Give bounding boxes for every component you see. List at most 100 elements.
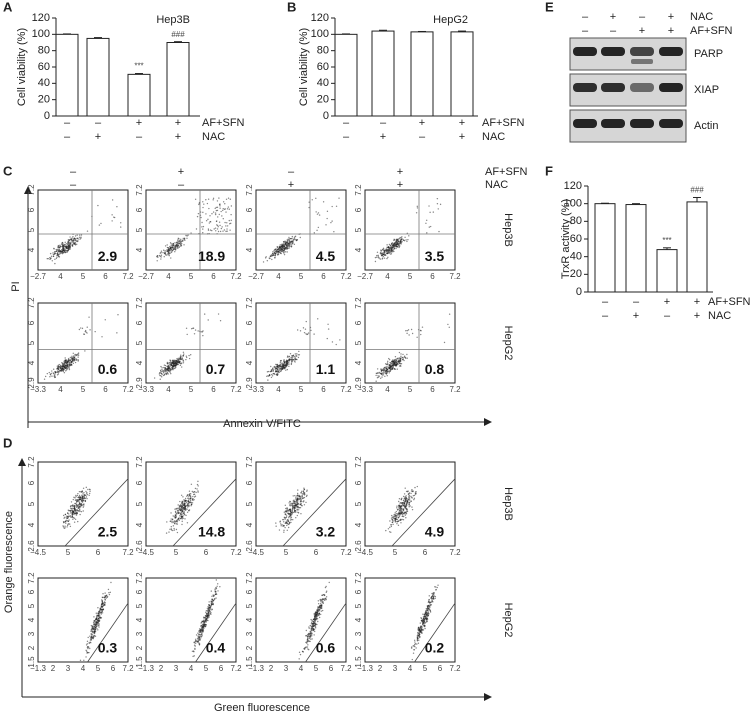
event-dot [288,246,289,247]
x-tick-label: 6 [111,664,116,673]
event-dot [283,525,284,526]
event-dot [109,594,110,595]
blot-band [659,119,683,128]
event-dot [189,491,190,492]
band-label: PARP [694,48,723,60]
event-dot [160,256,161,257]
event-dot [291,241,292,242]
event-dot [221,228,222,229]
event-dot [80,491,81,492]
event-dot [280,371,281,372]
event-dot [70,515,71,516]
event-dot [182,511,183,512]
event-dot [63,515,64,516]
event-dot [102,612,103,613]
event-dot [400,507,401,508]
y-tick-label: 6 [27,480,36,485]
event-dot [164,256,165,257]
y-tick-label: 2.9 [245,377,254,389]
event-dot [317,213,318,214]
event-dot [215,594,216,595]
event-dot [305,502,306,503]
event-dot [182,516,183,517]
event-dot [102,609,103,610]
event-dot [168,366,169,367]
event-dot [326,218,327,219]
event-dot [275,526,276,527]
event-dot [180,355,181,356]
event-dot [271,259,272,260]
event-dot [338,197,339,198]
y-tick-label: 2 [245,645,254,650]
event-dot [317,318,318,319]
event-dot [205,213,206,214]
event-dot [272,373,273,374]
event-dot [175,511,176,512]
event-dot [385,530,386,531]
event-dot [213,199,214,200]
event-dot [215,597,216,598]
event-dot [170,369,171,370]
event-dot [178,245,179,246]
event-dot [290,353,291,354]
event-dot [200,637,201,638]
event-dot [403,496,404,497]
event-dot [190,232,191,233]
event-dot [73,355,74,356]
event-dot [96,613,97,614]
event-dot [221,226,222,227]
event-dot [66,361,67,362]
event-dot [161,374,162,375]
event-dot [72,246,73,247]
x-tick-label: 6 [219,664,224,673]
event-dot [417,206,418,207]
y-tick-label: 7.2 [135,184,144,196]
event-dot [218,313,219,314]
event-dot [399,237,400,238]
event-dot [381,373,382,374]
event-dot [319,214,320,215]
event-dot [422,622,423,623]
event-dot [211,596,212,597]
event-dot [298,351,299,352]
event-dot [93,626,94,627]
x-tick-label: 6 [430,272,435,281]
x-tick-label: 6 [430,385,435,394]
event-dot [62,242,63,243]
event-dot [108,589,109,590]
event-dot [421,620,422,621]
event-dot [100,223,101,224]
event-dot [102,593,103,594]
event-dot [404,237,405,238]
event-dot [396,523,397,524]
event-dot [184,238,185,239]
x-tick-label: 2 [269,664,274,673]
event-dot [186,357,187,358]
event-dot [73,517,74,518]
event-dot [427,607,428,608]
event-dot [225,225,226,226]
event-dot [57,253,58,254]
y-tick-label: 4 [135,247,144,252]
event-dot [70,506,71,507]
condition-sign: – [633,296,640,308]
event-dot [179,361,180,362]
event-dot [277,370,278,371]
event-dot [420,330,421,331]
event-dot [336,206,337,207]
event-dot [396,246,397,247]
event-dot [307,648,308,649]
event-dot [209,215,210,216]
event-dot [217,216,218,217]
y-tick-label: 40 [570,251,582,263]
event-dot [176,245,177,246]
event-dot [284,512,285,513]
event-dot [78,501,79,502]
condition-sign: + [694,296,700,308]
event-dot [79,511,80,512]
event-dot [395,248,396,249]
event-dot [406,511,407,512]
event-dot [173,521,174,522]
event-dot [428,602,429,603]
x-tick-label: 6 [103,272,108,281]
